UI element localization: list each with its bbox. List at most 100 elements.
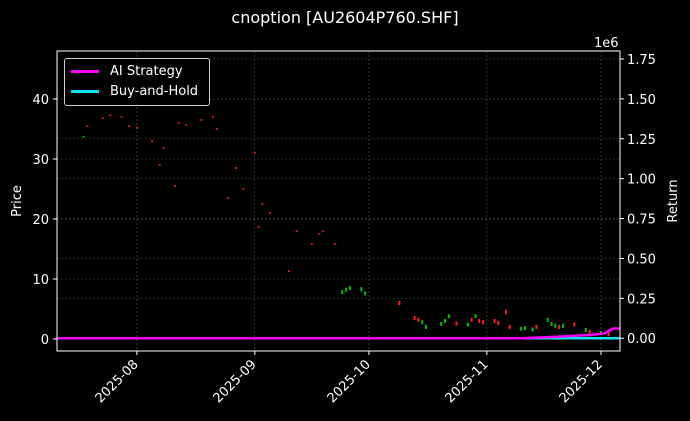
price-candle [440, 322, 443, 326]
price-candle [444, 319, 447, 323]
legend-label: Buy-and-Hold [110, 83, 199, 99]
price-candle [158, 164, 161, 166]
x-tick-label: 2025-11 [443, 357, 492, 406]
price-candle [173, 185, 176, 187]
price-candle [269, 212, 272, 214]
left-tick-label: 20 [32, 213, 49, 228]
legend-label: AI Strategy [110, 63, 183, 79]
price-candle [82, 136, 85, 138]
price-candle [561, 323, 564, 328]
price-candle [413, 316, 416, 320]
price-candle [398, 301, 401, 305]
price-candle [424, 325, 427, 329]
legend-item-buy-and-hold: Buy-and-Hold [71, 82, 198, 100]
price-candle [474, 314, 477, 319]
price-candle [523, 326, 526, 331]
x-tick-label: 2025-12 [557, 357, 606, 406]
price-candle [478, 319, 481, 323]
price-candle [466, 322, 469, 327]
left-tick-label: 0 [41, 333, 49, 348]
legend-swatch [71, 89, 99, 93]
price-candle [482, 320, 485, 325]
right-tick-label: 1.75 [627, 53, 656, 68]
right-axis-offset: 1e6 [594, 36, 619, 51]
x-tick-label: 2025-09 [211, 357, 260, 406]
price-candle [162, 147, 165, 149]
series-line-ai-strategy [57, 327, 620, 340]
left-axis-ticks: 0 10 20 30 40 [32, 93, 57, 348]
right-tick-label: 1.25 [627, 133, 656, 148]
price-candle [470, 317, 473, 322]
legend-swatch [71, 69, 99, 73]
price-candle [417, 317, 420, 322]
price-candle [508, 325, 511, 329]
left-tick-label: 10 [32, 273, 49, 288]
price-candle [447, 314, 450, 319]
chart-title: cnoption [AU2604P760.SHF] [231, 8, 459, 27]
price-candle [364, 291, 367, 296]
price-candle [135, 127, 138, 129]
price-candle [288, 270, 291, 272]
price-candle [348, 286, 351, 290]
price-candle [109, 114, 112, 116]
price-candle [345, 287, 348, 292]
y-axis-label-left: Price [10, 185, 25, 217]
x-tick-label: 2025-10 [325, 357, 374, 406]
price-candle [341, 290, 344, 295]
price-candle [177, 122, 180, 124]
price-candle [261, 203, 264, 205]
price-candle [360, 287, 363, 292]
right-tick-label: 0.00 [627, 332, 656, 347]
left-tick-label: 40 [32, 93, 49, 108]
price-candle [215, 128, 218, 130]
legend: AI Strategy Buy-and-Hold [64, 58, 210, 106]
return-lines [57, 327, 620, 340]
price-candle [242, 188, 245, 190]
price-candle [493, 319, 496, 323]
price-candle [421, 320, 424, 325]
price-candle [584, 328, 587, 332]
price-candle [295, 230, 298, 232]
price-candle [531, 327, 534, 332]
price-candle [333, 243, 336, 245]
right-tick-label: 0.25 [627, 292, 656, 307]
price-candle [253, 152, 256, 154]
price-candle [227, 197, 230, 199]
right-tick-label: 1.50 [627, 93, 656, 108]
price-candle [120, 116, 123, 118]
price-candles [82, 114, 610, 337]
price-candle [573, 322, 576, 327]
price-candle [234, 167, 237, 169]
price-candle [497, 320, 500, 325]
x-axis-ticks: 2025-08 2025-09 2025-10 2025-11 2025-12 [93, 351, 606, 406]
plot-frame [56, 50, 621, 352]
right-tick-label: 0.75 [627, 213, 656, 228]
price-candle [554, 323, 557, 328]
price-candle [128, 125, 131, 127]
price-candle [200, 119, 203, 121]
y-axis-label-right: Return [666, 179, 681, 222]
price-candle [151, 140, 154, 142]
price-candle [535, 325, 538, 329]
price-candle [520, 326, 523, 331]
x-tick-label: 2025-08 [93, 357, 142, 406]
price-candle [211, 116, 214, 118]
legend-item-ai-strategy: AI Strategy [71, 62, 183, 80]
right-tick-label: 0.50 [627, 252, 656, 267]
price-candle [318, 233, 321, 235]
price-candle [550, 322, 553, 326]
price-candle [546, 317, 549, 322]
price-candle [310, 243, 313, 245]
price-candle [504, 310, 507, 314]
price-candle [588, 329, 591, 334]
right-axis-ticks: 0.00 0.25 0.50 0.75 1.00 1.25 1.50 1.75 [620, 53, 656, 347]
left-tick-label: 30 [32, 153, 49, 168]
price-candle [185, 124, 188, 126]
price-candle [558, 325, 561, 329]
price-candle [455, 321, 458, 326]
right-tick-label: 1.00 [627, 173, 656, 188]
price-candle [607, 332, 610, 337]
price-candle [322, 230, 325, 232]
price-candle [257, 226, 260, 228]
